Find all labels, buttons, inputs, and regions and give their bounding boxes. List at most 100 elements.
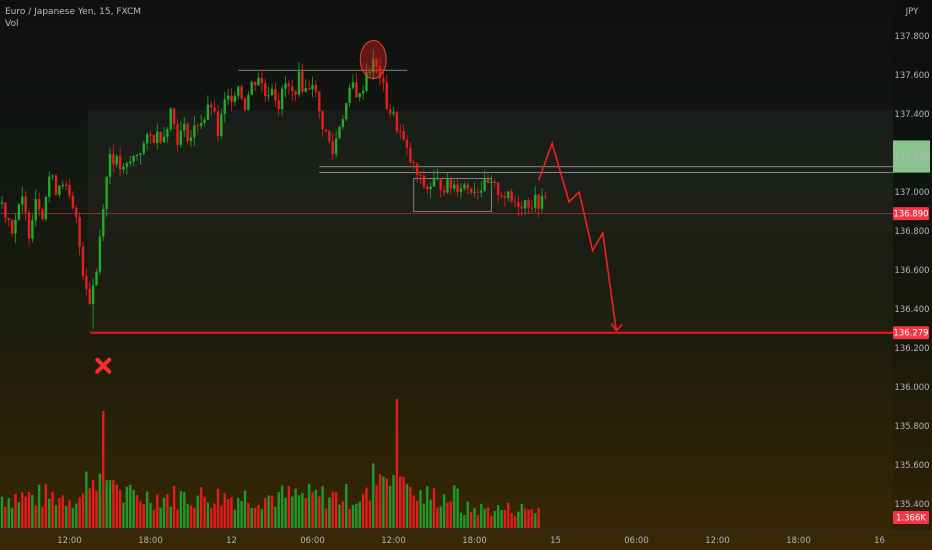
time-tick-label: 12 [226, 536, 237, 546]
volume-bar [122, 502, 125, 528]
candle-body [54, 175, 58, 195]
candle-body [459, 188, 463, 192]
candle-body [68, 185, 71, 196]
volume-bar [75, 503, 78, 528]
volume-bar [166, 494, 169, 528]
volume-bar [4, 506, 7, 528]
green-zone-tag-label: 137.200 [894, 153, 929, 163]
volume-bar [277, 492, 280, 528]
volume-bar [156, 494, 159, 528]
candle-body [314, 84, 318, 92]
candle-body [223, 99, 226, 115]
candle-body [210, 104, 213, 108]
symbol-title[interactable]: Euro / Japanese Yen, 15, FXCM [5, 7, 142, 17]
volume-bar [162, 497, 166, 528]
candle-body [139, 153, 142, 155]
price-tick-label: 136.000 [894, 383, 929, 393]
volume-bar [31, 494, 34, 528]
candle-body [81, 246, 85, 277]
candle-body [469, 188, 473, 193]
volume-bar [78, 497, 81, 528]
candle-body [226, 95, 230, 100]
volume-bar [58, 497, 61, 528]
candle-body [442, 190, 446, 193]
candle-body [250, 81, 253, 95]
candle-body [493, 181, 496, 183]
candle-body [419, 174, 422, 176]
volume-bar [483, 508, 486, 528]
candle-body [361, 90, 365, 94]
volume-bar [98, 473, 102, 528]
candle-body [277, 100, 280, 110]
volume-bar [429, 499, 432, 528]
volume-tag-label: 1.366K [896, 514, 926, 524]
volume-bar [294, 488, 297, 528]
candle-body [115, 156, 118, 165]
projection-arrowhead [610, 323, 623, 332]
volume-bar [287, 486, 291, 528]
volume-bar [368, 500, 372, 528]
candle-body [257, 77, 260, 86]
volume-bar [199, 487, 203, 528]
price-tick-label: 137.800 [894, 32, 929, 42]
volume-bar [270, 495, 274, 528]
volume-bar [91, 479, 95, 528]
candle-body [446, 179, 449, 193]
volume-bar [307, 483, 311, 528]
price-tick-label: 135.600 [894, 461, 929, 471]
price-tick-label: 136.800 [894, 227, 929, 237]
price-tick-label: 135.800 [894, 422, 929, 432]
volume-bar [37, 484, 41, 528]
candle-body [31, 220, 34, 239]
volume-bar [129, 484, 132, 528]
price-tick-label: 137.000 [894, 188, 929, 198]
candle-body [237, 86, 240, 96]
volume-bar [311, 492, 314, 528]
candle-body [527, 200, 530, 208]
candle-body [125, 163, 129, 167]
current-price-tag-box [893, 207, 929, 221]
volume-bar [64, 505, 68, 528]
volume-bar [247, 502, 250, 528]
volume-bar [81, 493, 85, 528]
candle-body [135, 154, 139, 156]
volume-bar [44, 484, 48, 528]
candle-body [297, 71, 301, 95]
volume-bar [24, 496, 27, 528]
candle-body [426, 186, 429, 190]
volume-bar [537, 507, 540, 528]
candle-body [14, 219, 17, 234]
candle-body [382, 78, 385, 83]
volume-bar [399, 476, 402, 528]
candle-body [456, 184, 459, 192]
volume-bar [318, 496, 321, 528]
price-tick-label: 137.600 [894, 71, 929, 81]
candle-body [530, 207, 534, 209]
volume-bar [530, 509, 534, 528]
candle-body [21, 196, 24, 205]
candle-body [203, 119, 206, 124]
volume-bar [21, 492, 24, 528]
candle-body [328, 130, 331, 142]
candle-body [500, 194, 503, 197]
volume-bar [432, 488, 436, 528]
candle-body [179, 130, 183, 145]
candle-body [4, 202, 7, 218]
candle-body [432, 178, 436, 187]
volume-bar [500, 509, 503, 528]
volume-bar [463, 515, 466, 528]
candle-body [385, 82, 388, 110]
volume-bar [510, 513, 513, 528]
volume-bar [216, 488, 220, 528]
candle-body [537, 194, 540, 209]
volume-bar [105, 480, 108, 528]
candle-body [517, 202, 520, 207]
volume-bar [503, 510, 507, 528]
candle-body [152, 135, 156, 143]
volume-bar [449, 501, 453, 528]
volume-bar [125, 486, 129, 528]
candle-body [351, 82, 355, 88]
volume-legend-label[interactable]: Vol [5, 19, 19, 29]
